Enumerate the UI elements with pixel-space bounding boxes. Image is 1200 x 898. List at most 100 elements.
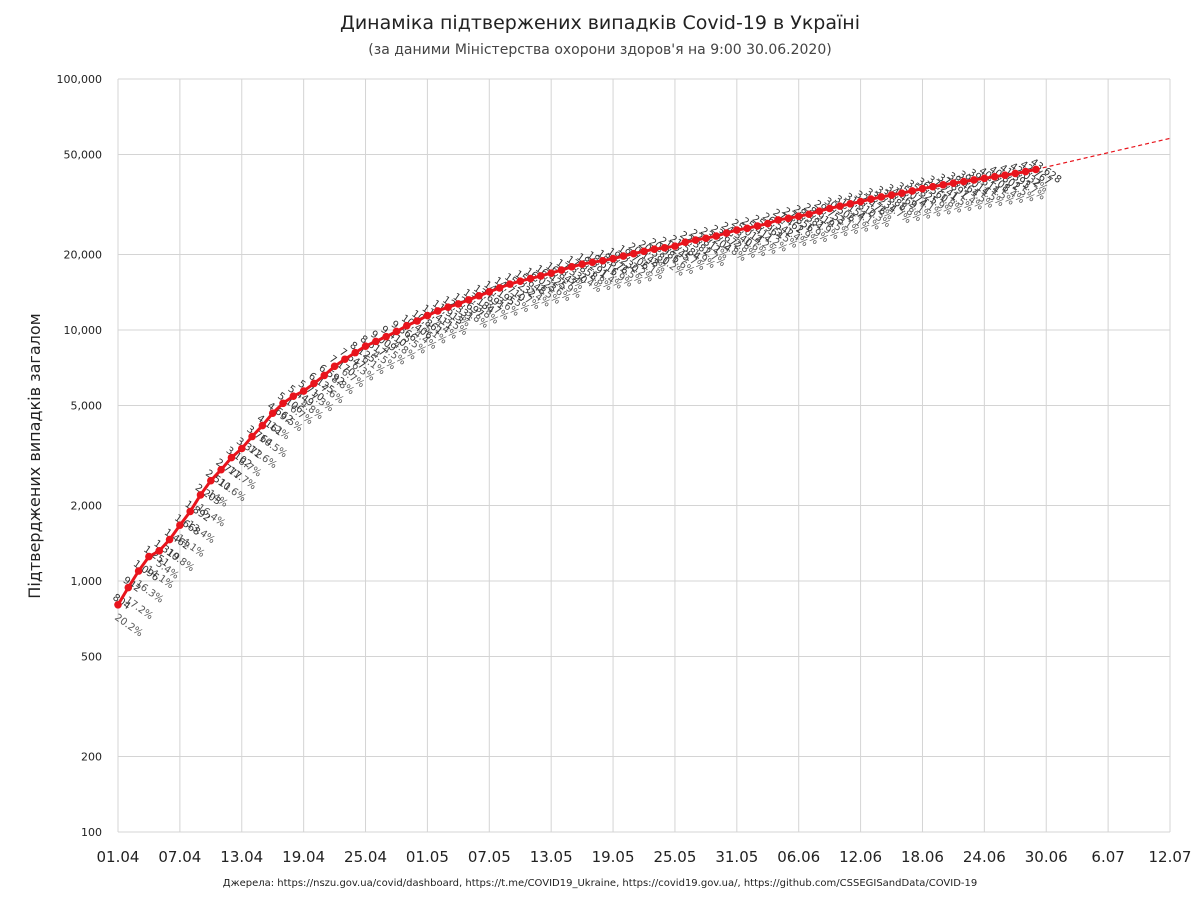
data-point bbox=[165, 535, 174, 544]
data-point bbox=[454, 300, 463, 308]
data-point bbox=[794, 212, 803, 221]
x-tick-label: 07.04 bbox=[158, 848, 201, 866]
data-point bbox=[114, 600, 122, 609]
data-point bbox=[516, 277, 525, 285]
data-point bbox=[980, 174, 989, 183]
data-point bbox=[650, 245, 659, 253]
data-point bbox=[330, 362, 339, 371]
data-point bbox=[856, 197, 865, 206]
x-tick-label: 18.06 bbox=[901, 848, 944, 866]
data-point bbox=[825, 204, 834, 213]
data-point bbox=[805, 210, 813, 219]
x-tick-label: 06.06 bbox=[777, 848, 820, 866]
data-point bbox=[846, 200, 855, 208]
data-point bbox=[990, 172, 999, 181]
data-point bbox=[733, 226, 741, 234]
x-tick-label: 6.07 bbox=[1091, 848, 1124, 866]
trend-line bbox=[1035, 137, 1171, 171]
data-point bbox=[970, 176, 978, 184]
x-tick-label: 13.05 bbox=[530, 848, 573, 866]
x-tick-label: 24.06 bbox=[963, 848, 1006, 866]
x-tick-label: 12.07 bbox=[1149, 848, 1192, 866]
series-confirmed bbox=[114, 165, 1040, 609]
data-point bbox=[320, 371, 329, 380]
data-point bbox=[475, 291, 483, 300]
data-point bbox=[681, 238, 690, 246]
data-point bbox=[949, 179, 958, 187]
data-point bbox=[155, 547, 164, 555]
y-tick-label: 20,000 bbox=[64, 248, 103, 261]
data-point bbox=[867, 195, 875, 203]
data-point bbox=[547, 269, 555, 277]
data-point bbox=[268, 409, 277, 417]
y-tick-label: 10,000 bbox=[64, 324, 103, 337]
x-tick-label: 25.04 bbox=[344, 848, 387, 866]
x-tick-label: 12.06 bbox=[839, 848, 882, 866]
percent-labels: 20.2%17.2%16.3%14.1%5.4%10.8%14.1%13.4%1… bbox=[112, 177, 1049, 640]
data-point bbox=[578, 260, 586, 268]
percent-label: 20.2% bbox=[112, 612, 144, 639]
data-point bbox=[145, 552, 153, 561]
data-point bbox=[485, 288, 494, 296]
data-point bbox=[887, 191, 896, 199]
x-tick-label: 31.05 bbox=[715, 848, 758, 866]
x-tick-label: 13.04 bbox=[220, 848, 263, 866]
trend-dashed-line bbox=[1035, 137, 1171, 171]
data-point bbox=[341, 355, 349, 364]
data-point bbox=[310, 379, 318, 388]
y-tick-label: 5,000 bbox=[71, 400, 103, 413]
data-point bbox=[722, 229, 731, 237]
x-tick-label: 07.05 bbox=[468, 848, 511, 866]
data-point bbox=[918, 184, 927, 193]
data-point bbox=[1011, 169, 1020, 178]
value-labels: 8049421,0961,2511,3191,4621,6681,8922,20… bbox=[110, 157, 1063, 612]
data-point bbox=[124, 583, 133, 592]
data-point bbox=[506, 280, 514, 288]
data-point bbox=[237, 444, 246, 453]
chart-subtitle: (за даними Міністерства охорони здоров'я… bbox=[368, 42, 832, 58]
data-point bbox=[640, 247, 648, 256]
data-point bbox=[691, 236, 700, 244]
y-tick-label: 200 bbox=[81, 750, 102, 763]
x-axis-ticks: 01.04 07.04 13.04 19.04 25.04 01.05 07.05 13.05… bbox=[97, 848, 1192, 866]
data-point bbox=[671, 242, 679, 250]
data-point bbox=[702, 234, 710, 243]
y-tick-label: 2,000 bbox=[71, 499, 103, 512]
data-point bbox=[939, 180, 947, 189]
data-point bbox=[433, 307, 442, 315]
data-point bbox=[1021, 167, 1030, 176]
x-tick-label: 01.05 bbox=[406, 848, 449, 866]
data-point bbox=[361, 342, 370, 351]
y-tick-label: 500 bbox=[81, 651, 102, 664]
data-point bbox=[660, 244, 669, 252]
data-point bbox=[629, 249, 638, 258]
data-point bbox=[928, 182, 937, 191]
y-tick-label: 100,000 bbox=[57, 73, 103, 86]
data-point bbox=[299, 387, 308, 395]
data-point bbox=[959, 177, 968, 186]
data-point bbox=[279, 399, 287, 408]
x-tick-label: 25.05 bbox=[653, 848, 696, 866]
data-point bbox=[753, 222, 762, 230]
data-point bbox=[537, 272, 545, 280]
data-point bbox=[495, 284, 504, 292]
y-axis-title: Підтверджених випадків загалом bbox=[25, 313, 44, 598]
x-tick-label: 01.04 bbox=[97, 848, 140, 866]
y-tick-label: 1,000 bbox=[71, 575, 103, 588]
x-tick-label: 19.04 bbox=[282, 848, 325, 866]
data-point bbox=[227, 453, 236, 462]
data-point bbox=[196, 491, 205, 499]
data-point bbox=[392, 327, 401, 336]
data-point bbox=[464, 296, 473, 304]
data-point bbox=[1032, 165, 1040, 174]
data-point bbox=[413, 317, 421, 325]
data-point bbox=[351, 348, 360, 357]
y-tick-label: 100 bbox=[81, 826, 102, 839]
data-point bbox=[289, 392, 298, 400]
data-point bbox=[836, 202, 844, 210]
data-point bbox=[712, 232, 720, 240]
data-point bbox=[877, 193, 886, 201]
data-point bbox=[743, 224, 751, 233]
series-line bbox=[116, 167, 1037, 606]
